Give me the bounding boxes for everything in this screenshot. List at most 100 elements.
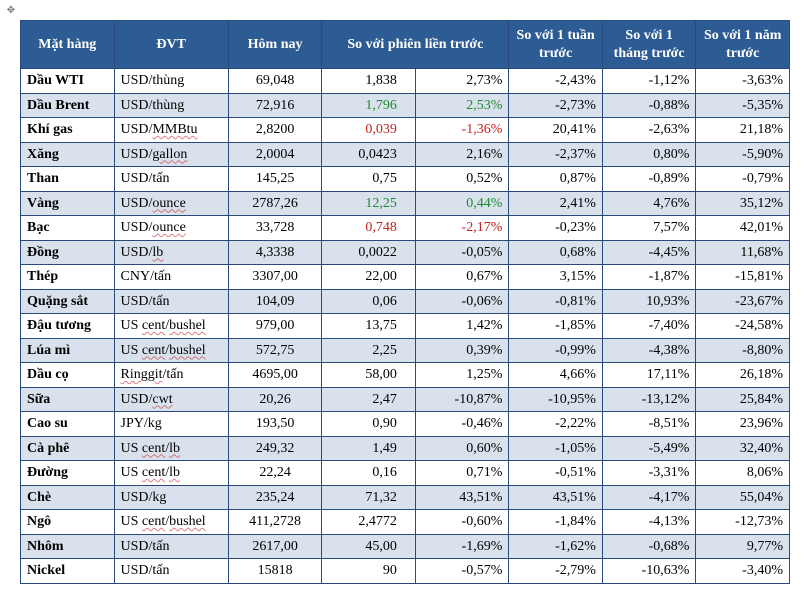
cell-delta-pct: -0,05% <box>415 240 509 265</box>
cell-delta-pct: -0,57% <box>415 559 509 584</box>
cell-vs-month: -7,40% <box>602 314 696 339</box>
cell-commodity: Xăng <box>21 142 115 167</box>
cell-delta-abs: 0,16 <box>322 461 416 486</box>
cell-delta-pct: -1,36% <box>415 118 509 143</box>
col-vs-prev: So với phiên liền trước <box>322 21 509 69</box>
cell-vs-year: 9,77% <box>696 534 790 559</box>
col-today: Hôm nay <box>228 21 322 69</box>
cell-vs-year: -3,63% <box>696 69 790 94</box>
cell-vs-week: 20,41% <box>509 118 603 143</box>
col-vs-month: So với 1 tháng trước <box>602 21 696 69</box>
cell-vs-week: -2,22% <box>509 412 603 437</box>
cell-delta-pct: 43,51% <box>415 485 509 510</box>
cell-commodity: Dầu cọ <box>21 363 115 388</box>
cell-unit: US cent/bushel <box>114 314 228 339</box>
cell-vs-week: -2,37% <box>509 142 603 167</box>
cell-commodity: Vàng <box>21 191 115 216</box>
cell-delta-abs: 12,25 <box>322 191 416 216</box>
cell-vs-week: -0,99% <box>509 338 603 363</box>
cell-commodity: Đồng <box>21 240 115 265</box>
cell-vs-year: -8,80% <box>696 338 790 363</box>
cell-delta-abs: 2,47 <box>322 387 416 412</box>
cell-delta-abs: 1,838 <box>322 69 416 94</box>
cell-commodity: Đậu tương <box>21 314 115 339</box>
cell-vs-month: -10,63% <box>602 559 696 584</box>
cell-delta-pct: 0,67% <box>415 265 509 290</box>
cell-vs-month: -13,12% <box>602 387 696 412</box>
cell-vs-year: -5,90% <box>696 142 790 167</box>
cell-delta-pct: 0,44% <box>415 191 509 216</box>
table-row: ĐườngUS cent/lb22,240,160,71%-0,51%-3,31… <box>21 461 790 486</box>
cell-vs-year: 32,40% <box>696 436 790 461</box>
cell-vs-week: -2,43% <box>509 69 603 94</box>
cell-vs-month: -3,31% <box>602 461 696 486</box>
cell-vs-year: -0,79% <box>696 167 790 192</box>
cell-commodity: Ngô <box>21 510 115 535</box>
cell-today: 72,916 <box>228 93 322 118</box>
cell-unit: USD/thùng <box>114 93 228 118</box>
cell-vs-year: 55,04% <box>696 485 790 510</box>
cell-commodity: Dầu WTI <box>21 69 115 94</box>
cell-vs-week: 0,87% <box>509 167 603 192</box>
cell-vs-month: 7,57% <box>602 216 696 241</box>
cell-today: 15818 <box>228 559 322 584</box>
cell-unit: USD/cwt <box>114 387 228 412</box>
cell-vs-month: -0,89% <box>602 167 696 192</box>
cell-vs-month: -5,49% <box>602 436 696 461</box>
cell-today: 104,09 <box>228 289 322 314</box>
cell-vs-week: -0,51% <box>509 461 603 486</box>
cell-vs-year: -23,67% <box>696 289 790 314</box>
table-row: NgôUS cent/bushel411,27282,4772-0,60%-1,… <box>21 510 790 535</box>
table-row: Đậu tươngUS cent/bushel979,0013,751,42%-… <box>21 314 790 339</box>
cell-delta-pct: -0,60% <box>415 510 509 535</box>
cell-vs-month: -8,51% <box>602 412 696 437</box>
cell-vs-year: -12,73% <box>696 510 790 535</box>
table-row: Dầu BrentUSD/thùng72,9161,7962,53%-2,73%… <box>21 93 790 118</box>
cell-vs-week: -1,62% <box>509 534 603 559</box>
cell-vs-year: 21,18% <box>696 118 790 143</box>
cell-commodity: Bạc <box>21 216 115 241</box>
cell-commodity: Sữa <box>21 387 115 412</box>
cell-today: 69,048 <box>228 69 322 94</box>
cell-vs-year: 26,18% <box>696 363 790 388</box>
cell-vs-week: -0,23% <box>509 216 603 241</box>
cell-today: 411,2728 <box>228 510 322 535</box>
cell-unit: CNY/tấn <box>114 265 228 290</box>
cell-delta-abs: 22,00 <box>322 265 416 290</box>
commodity-table: Mặt hàng ĐVT Hôm nay So với phiên liền t… <box>20 20 790 584</box>
cell-commodity: Dầu Brent <box>21 93 115 118</box>
cell-today: 4,3338 <box>228 240 322 265</box>
cell-vs-month: -1,87% <box>602 265 696 290</box>
cell-unit: USD/tấn <box>114 167 228 192</box>
table-row: ThépCNY/tấn3307,0022,000,67%3,15%-1,87%-… <box>21 265 790 290</box>
cell-vs-month: -2,63% <box>602 118 696 143</box>
cell-delta-abs: 0,748 <box>322 216 416 241</box>
cell-delta-pct: -1,69% <box>415 534 509 559</box>
cell-delta-pct: 2,16% <box>415 142 509 167</box>
cell-delta-pct: 1,42% <box>415 314 509 339</box>
cell-delta-pct: -0,06% <box>415 289 509 314</box>
table-row: XăngUSD/gallon2,00040,04232,16%-2,37%0,8… <box>21 142 790 167</box>
cell-vs-month: -4,38% <box>602 338 696 363</box>
cell-commodity: Khí gas <box>21 118 115 143</box>
cell-delta-abs: 1,49 <box>322 436 416 461</box>
cell-today: 22,24 <box>228 461 322 486</box>
table-row: ThanUSD/tấn145,250,750,52%0,87%-0,89%-0,… <box>21 167 790 192</box>
cell-delta-pct: -10,87% <box>415 387 509 412</box>
cell-vs-month: -4,45% <box>602 240 696 265</box>
cell-vs-week: -1,05% <box>509 436 603 461</box>
cell-delta-pct: 0,39% <box>415 338 509 363</box>
cell-unit: JPY/kg <box>114 412 228 437</box>
cell-commodity: Lúa mì <box>21 338 115 363</box>
table-row: ĐồngUSD/lb4,33380,0022-0,05%0,68%-4,45%1… <box>21 240 790 265</box>
cell-delta-pct: -0,46% <box>415 412 509 437</box>
cell-vs-week: 2,41% <box>509 191 603 216</box>
cell-unit: USD/ounce <box>114 191 228 216</box>
cell-delta-abs: 13,75 <box>322 314 416 339</box>
col-vs-week: So với 1 tuần trước <box>509 21 603 69</box>
cell-commodity: Than <box>21 167 115 192</box>
table-row: Cà phêUS cent/lb249,321,490,60%-1,05%-5,… <box>21 436 790 461</box>
cell-unit: US cent/bushel <box>114 338 228 363</box>
cell-vs-week: 43,51% <box>509 485 603 510</box>
cell-vs-week: -0,81% <box>509 289 603 314</box>
